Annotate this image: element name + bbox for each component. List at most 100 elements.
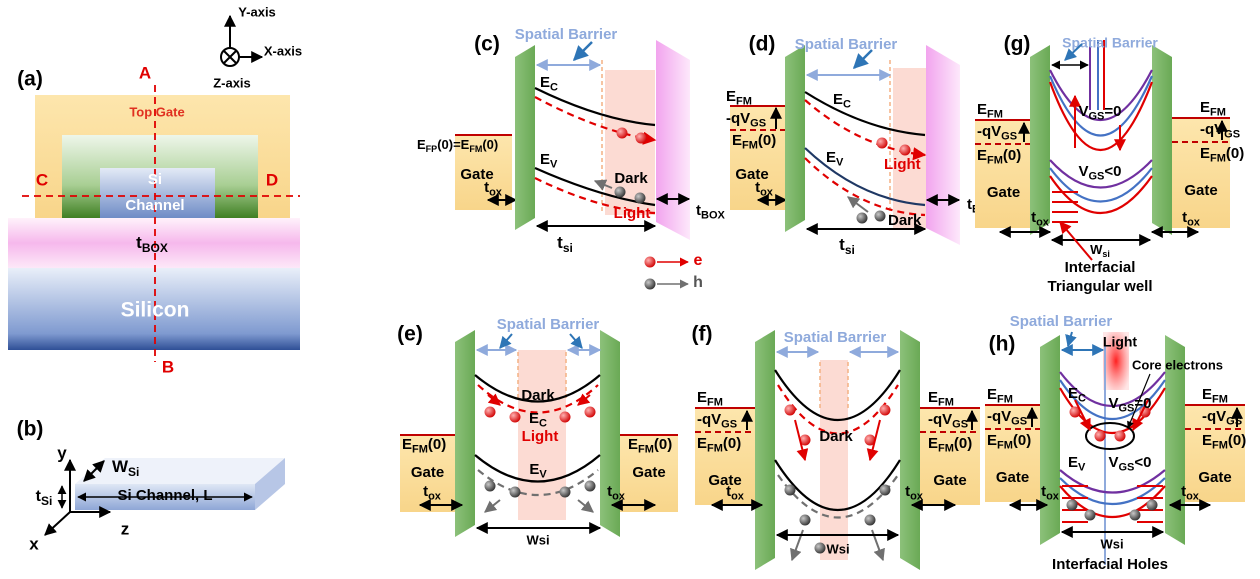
- subscript: Si: [41, 494, 52, 508]
- body: {"panels": { "a": {"label": "(a)", "y_ax…: [0, 0, 1260, 579]
- label: Gate: [735, 166, 768, 183]
- label: Y-axis: [238, 4, 276, 19]
- text-part: E: [697, 389, 707, 406]
- text-part: E: [628, 436, 638, 453]
- light-region: [605, 70, 655, 215]
- label: Light: [1103, 334, 1138, 350]
- hole: [875, 211, 886, 222]
- arrow: [1068, 332, 1072, 346]
- label: -qVGS: [1200, 121, 1240, 140]
- subscript: ox: [1036, 216, 1050, 228]
- label: Dark: [614, 170, 648, 187]
- text-part: =0: [1134, 395, 1151, 412]
- label: Wsi: [826, 541, 849, 556]
- label: Light: [522, 428, 559, 445]
- subscript: FM: [1212, 439, 1228, 451]
- text-part: E: [529, 461, 539, 478]
- text-part: (0): [758, 132, 776, 149]
- text-part: E: [732, 132, 742, 149]
- electron: [645, 257, 656, 268]
- label: Top Gate: [129, 104, 184, 119]
- label: h: [693, 274, 703, 291]
- hole: [880, 485, 891, 496]
- hole: [645, 279, 656, 290]
- hole: [1067, 500, 1078, 511]
- subscript: FM: [742, 139, 758, 151]
- label: VGS<0: [1078, 163, 1121, 182]
- subscript: GS: [952, 418, 968, 430]
- oxide-layer: [755, 330, 775, 570]
- subscript: FM: [1212, 393, 1228, 405]
- subscript: FM: [987, 154, 1003, 166]
- subscript: FM: [707, 442, 723, 454]
- subscript: si: [563, 241, 573, 255]
- subscript: V: [550, 158, 558, 170]
- text-part: (0): [1013, 432, 1031, 449]
- panel-label: (a): [17, 68, 43, 91]
- subscript: si: [845, 243, 855, 257]
- text-part: E: [529, 410, 539, 427]
- subscript: si: [1102, 249, 1110, 259]
- text-part: V: [1078, 163, 1088, 180]
- text-part: E: [1068, 454, 1078, 471]
- figure: (a)ABCDTop GateSiChanneltBOXSiliconY-axi…: [0, 0, 1260, 579]
- text-part: E: [928, 435, 938, 452]
- text-part: =0: [1104, 103, 1121, 120]
- subscript: GS: [721, 418, 737, 430]
- hole: [615, 187, 626, 198]
- hole: [560, 487, 571, 498]
- subscript: GS: [1119, 461, 1135, 473]
- text-part: V: [1108, 454, 1118, 471]
- hole: [1085, 510, 1096, 521]
- label: EC: [540, 74, 558, 93]
- hole: [1130, 510, 1141, 521]
- subscript: FP: [426, 144, 438, 154]
- text-part: -qV: [1200, 121, 1224, 138]
- label: Wsi: [1090, 242, 1110, 259]
- text-part: (0): [1228, 432, 1246, 449]
- channel-top: [75, 458, 285, 484]
- oxide-layer: [515, 45, 535, 230]
- label: Gate: [933, 472, 966, 489]
- buried-oxide: [926, 45, 960, 245]
- oxide-layer: [1030, 45, 1050, 235]
- label: Triangular well: [1047, 278, 1152, 295]
- subscript: ox: [760, 186, 774, 198]
- electron: [560, 412, 571, 423]
- text-part: E: [540, 151, 550, 168]
- text-part: (0): [654, 436, 672, 453]
- subscript: GS: [1011, 415, 1027, 427]
- subscript: ox: [731, 490, 745, 502]
- label: VGS=0: [1108, 395, 1151, 414]
- text-part: (0): [954, 435, 972, 452]
- label: A: [139, 63, 151, 82]
- text-part: E: [1202, 432, 1212, 449]
- hole: [585, 481, 596, 492]
- hole: [635, 193, 646, 204]
- hole: [800, 515, 811, 526]
- subscript: FM: [987, 108, 1003, 120]
- subscript: C: [843, 98, 851, 110]
- label: e: [694, 252, 703, 269]
- label: EC: [833, 91, 851, 110]
- text-part: E: [726, 88, 736, 105]
- panel-label: (g): [1004, 33, 1031, 56]
- subscript: V: [1078, 461, 1086, 473]
- subscript: FM: [1210, 106, 1226, 118]
- label: Spatial Barrier: [795, 36, 898, 53]
- subscript: FM: [469, 144, 482, 154]
- subscript: ox: [1046, 490, 1060, 502]
- text-part: E: [977, 147, 987, 164]
- subscript: BOX: [701, 209, 726, 221]
- subscript: FM: [938, 442, 954, 454]
- text-part: E: [987, 432, 997, 449]
- electron: [485, 407, 496, 418]
- label: z: [121, 519, 130, 538]
- subscript: Si: [128, 465, 139, 479]
- electron: [617, 128, 628, 139]
- label: Spatial Barrier: [497, 316, 600, 333]
- text-part: E: [1200, 145, 1210, 162]
- light-region: [820, 360, 848, 560]
- subscript: ox: [489, 186, 503, 198]
- band-curve: [1050, 76, 1152, 136]
